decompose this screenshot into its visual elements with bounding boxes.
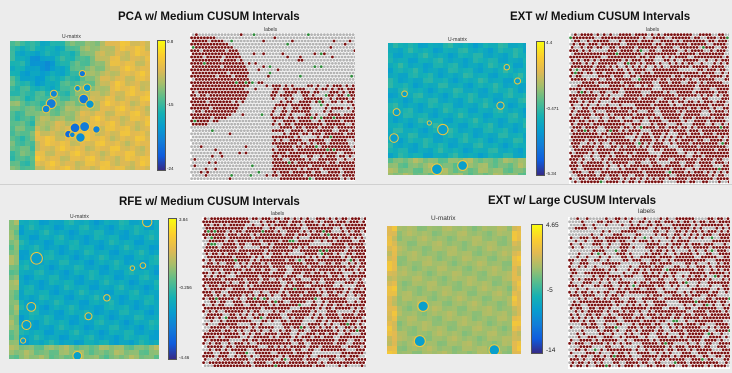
- umatrix-label: U-matrix: [70, 214, 89, 220]
- colorbar-tick: -24: [167, 166, 174, 171]
- umatrix-map: [387, 226, 521, 354]
- colorbar-tick: -0.471: [546, 106, 559, 111]
- umatrix-label: U-matrix: [431, 215, 456, 222]
- colorbar-tick: -14: [546, 347, 556, 354]
- labels-map: [202, 217, 366, 367]
- umatrix-map: [10, 41, 150, 170]
- labels-map: [190, 33, 355, 181]
- colorbar-tick: -5.34: [546, 171, 557, 176]
- labels-label: labels: [271, 211, 285, 217]
- colorbar-tick: -0.256: [179, 285, 192, 290]
- umatrix-map: [388, 43, 526, 175]
- labels-map: [569, 33, 729, 184]
- umatrix-label: U-matrix: [448, 37, 467, 43]
- colorbar-tick: 3.84: [179, 217, 188, 222]
- umatrix-map: [9, 220, 159, 359]
- panel-title: RFE w/ Medium CUSUM Intervals: [119, 196, 300, 208]
- colorbar-tick: -4.46: [179, 355, 190, 360]
- labels-label: labels: [646, 27, 660, 33]
- colorbar-tick: 4.65: [546, 222, 559, 229]
- labels-map: [568, 217, 730, 369]
- colorbar: [168, 218, 177, 360]
- labels-label: labels: [638, 208, 655, 215]
- colorbar-tick: 4.4: [546, 40, 553, 45]
- colorbar-tick: -5: [547, 287, 553, 294]
- colorbar-tick: -15: [167, 102, 174, 107]
- labels-label: labels: [264, 27, 278, 33]
- panel-title: EXT w/ Large CUSUM Intervals: [488, 195, 657, 207]
- colorbar: [531, 224, 543, 354]
- umatrix-label: U-matrix: [62, 34, 81, 40]
- panel-title: PCA w/ Medium CUSUM Intervals: [118, 11, 300, 23]
- colorbar: [536, 41, 545, 176]
- panel-title: EXT w/ Medium CUSUM Intervals: [510, 11, 691, 23]
- colorbar: [157, 40, 166, 171]
- colorbar-tick: 0.8: [167, 39, 174, 44]
- divider: [0, 184, 732, 185]
